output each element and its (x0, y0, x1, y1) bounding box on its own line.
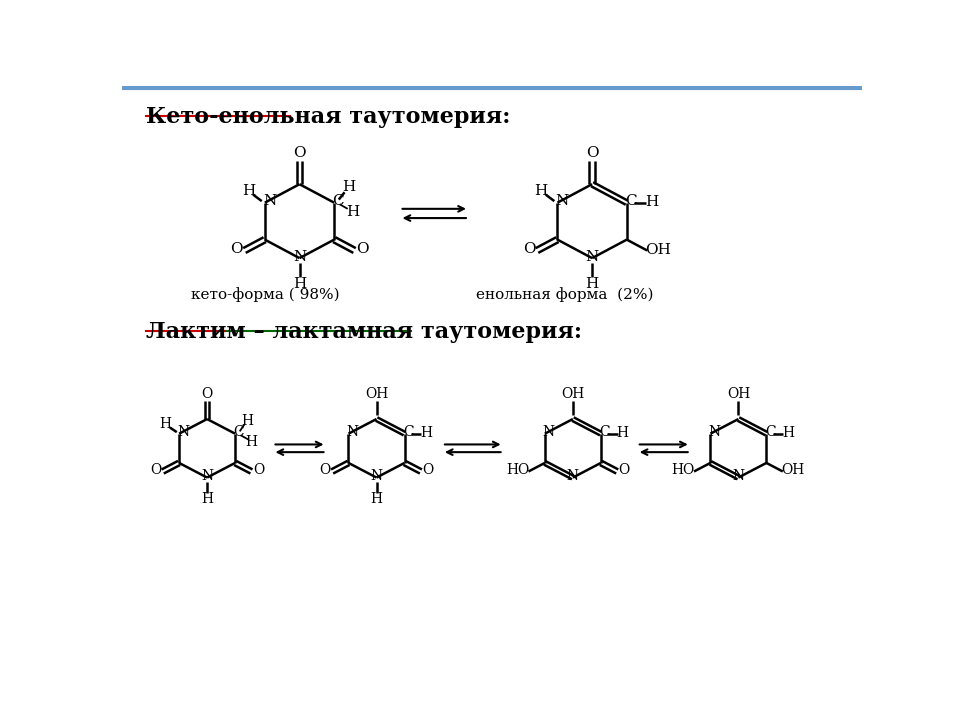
Text: C: C (765, 425, 776, 439)
Text: OH: OH (727, 387, 750, 400)
Text: O: O (293, 146, 306, 161)
Text: H: H (616, 426, 629, 440)
Text: H: H (371, 492, 382, 506)
Text: C: C (599, 425, 610, 439)
Text: HO: HO (506, 463, 529, 477)
Text: O: O (230, 242, 243, 256)
Text: H: H (343, 180, 356, 194)
Text: O: O (422, 463, 434, 477)
Text: H: H (782, 426, 794, 440)
Text: N: N (566, 469, 579, 483)
Text: OH: OH (781, 463, 804, 477)
Text: HO: HO (672, 463, 695, 477)
Text: O: O (523, 242, 536, 256)
Text: N: N (347, 425, 358, 439)
Text: O: O (150, 463, 161, 477)
Text: H: H (159, 417, 171, 431)
Text: H: H (201, 492, 213, 506)
Text: O: O (618, 463, 630, 477)
Text: N: N (586, 250, 599, 264)
Text: N: N (201, 469, 213, 483)
Text: Кето-енольная таутомерия:: Кето-енольная таутомерия: (146, 106, 510, 127)
Text: H: H (293, 277, 306, 292)
Text: Лактим – лактамная таутомерия:: Лактим – лактамная таутомерия: (146, 321, 582, 343)
Text: N: N (371, 469, 383, 483)
Text: O: O (252, 463, 264, 477)
Text: H: H (586, 277, 599, 292)
Text: H: H (245, 435, 257, 449)
Text: H: H (645, 195, 659, 209)
Text: енольная форма  (2%): енольная форма (2%) (476, 287, 654, 302)
Text: N: N (263, 194, 276, 208)
Text: OH: OH (645, 243, 671, 258)
Text: C: C (233, 425, 244, 439)
Text: N: N (293, 250, 306, 264)
Text: O: O (202, 387, 213, 400)
Text: C: C (625, 194, 636, 208)
Text: H: H (241, 414, 253, 428)
Text: C: C (332, 194, 344, 208)
Text: N: N (556, 194, 568, 208)
Text: кето-форма ( 98%): кето-форма ( 98%) (190, 287, 339, 302)
Text: H: H (242, 184, 255, 198)
Text: N: N (732, 469, 744, 483)
Text: N: N (542, 425, 555, 439)
Text: O: O (320, 463, 331, 477)
Text: OH: OH (365, 387, 388, 400)
Text: OH: OH (562, 387, 585, 400)
Text: O: O (586, 146, 598, 161)
Text: O: O (356, 242, 369, 256)
Text: H: H (535, 184, 548, 198)
Text: C: C (403, 425, 414, 439)
Text: H: H (420, 426, 432, 440)
Text: N: N (177, 425, 189, 439)
Text: N: N (708, 425, 720, 439)
Text: H: H (347, 205, 360, 219)
